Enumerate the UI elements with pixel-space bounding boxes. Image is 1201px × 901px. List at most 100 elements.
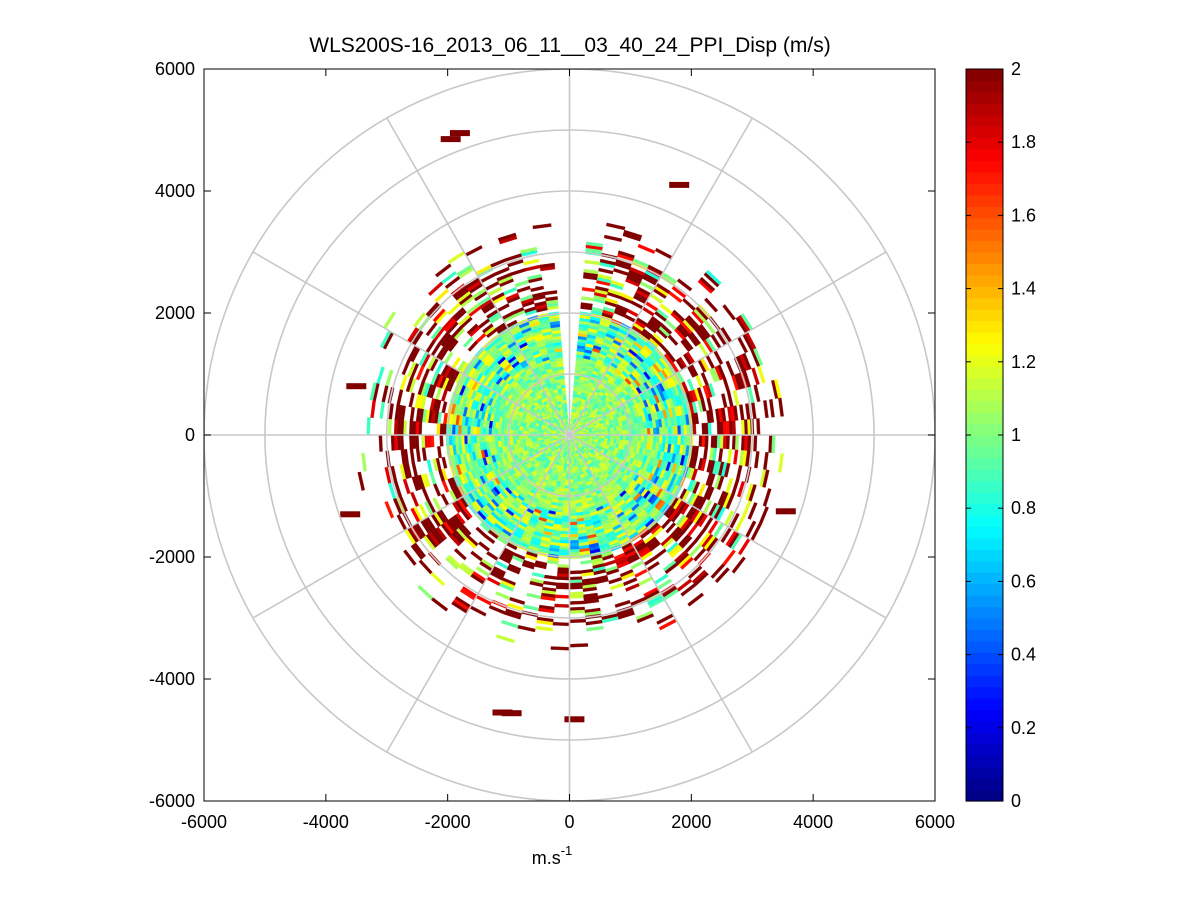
data-cell [653,434,657,443]
data-cell [560,536,570,541]
data-cell [704,297,719,313]
data-cell [614,599,631,608]
data-cell [524,554,537,561]
data-cell [427,281,444,296]
data-cell [569,518,578,523]
data-cell [569,643,589,648]
data-cell [617,250,635,259]
colorbar-segment [966,469,1003,482]
data-cell [516,285,531,293]
x-axis: -6000 -4000 -2000 0 2000 4000 6000 [181,69,955,832]
data-cell [408,392,415,408]
data-cell [466,323,479,335]
colorbar-segment [966,515,1003,528]
data-cell [552,622,570,627]
data-cell [769,399,775,418]
data-cell [500,428,505,436]
data-cell [637,428,642,436]
data-cell [569,594,584,599]
data-cell [387,419,392,436]
data-cell [425,321,438,337]
data-cell [595,578,609,585]
data-cell [534,300,547,307]
data-cell [569,509,577,514]
data-cell [598,267,614,275]
data-cell [656,426,660,436]
data-cell [691,468,698,481]
data-cell [686,314,700,329]
y-tick-label: 4000 [155,181,195,201]
data-cell [479,434,483,444]
data-cell [560,527,570,532]
data-cell [466,303,480,315]
outlier-cell [449,130,470,137]
x-tick-label: -4000 [303,812,349,832]
y-tick-label: -2000 [149,547,195,567]
data-cell [763,400,769,418]
data-cell [570,414,574,419]
colorbar-tick-label: 1.6 [1011,205,1036,225]
data-cell [393,419,398,436]
data-cell [634,428,639,436]
data-cell [569,515,577,520]
data-cell [476,434,480,444]
data-cell [535,625,553,632]
data-cell [441,389,448,402]
colorbar-segment [966,297,1003,310]
colorbar-tick-label: 0.8 [1011,498,1036,518]
data-cell [583,268,599,275]
data-cell [606,222,626,231]
data-cell [668,434,672,445]
data-cell [582,586,597,592]
data-cell [680,535,693,549]
data-cell [495,634,515,644]
data-cell [659,303,673,315]
colorbar-tick-label: 2 [1011,59,1021,79]
data-cell [692,481,701,495]
data-cell [704,434,709,448]
data-cell [421,434,426,449]
colorbar-segment [966,766,1003,779]
data-cell [384,501,395,519]
data-cell [467,425,471,436]
data-cell [555,594,570,599]
data-cell [441,401,448,414]
data-cell [482,434,486,443]
data-cell [441,456,448,469]
polar-grid [204,69,935,801]
colorbar-segment [966,137,1003,150]
data-cell [454,424,459,436]
colorbar-segment [966,720,1003,733]
colorbar-segment [966,377,1003,390]
data-cell [581,287,596,293]
data-cell [467,434,471,445]
colorbar-segment [966,286,1003,299]
data-cell [717,364,726,380]
y-tick-label: 0 [185,425,195,445]
data-cell [546,430,550,434]
data-cell [602,306,616,314]
y-tick-label: -6000 [149,791,195,811]
colorbar-segment [966,686,1003,699]
colorbar-segment [966,652,1003,665]
data-cell [680,434,685,446]
data-cell [430,325,443,340]
grid-spoke [568,117,753,436]
data-cell [732,390,740,406]
data-cell [692,423,697,436]
colorbar-segment [966,320,1003,333]
data-cell [731,420,736,436]
data-cell [423,535,436,551]
data-cell [509,597,526,605]
data-cell [491,428,496,436]
data-cell [745,403,751,420]
x-tick-label: 6000 [915,812,955,832]
colorbar-segment [966,206,1003,219]
data-cell [739,404,745,421]
data-cell [700,372,709,386]
data-cell [534,563,547,570]
data-cell [564,460,568,465]
colorbar-segment [966,595,1003,608]
data-cell [694,445,699,458]
data-cell [662,426,666,436]
